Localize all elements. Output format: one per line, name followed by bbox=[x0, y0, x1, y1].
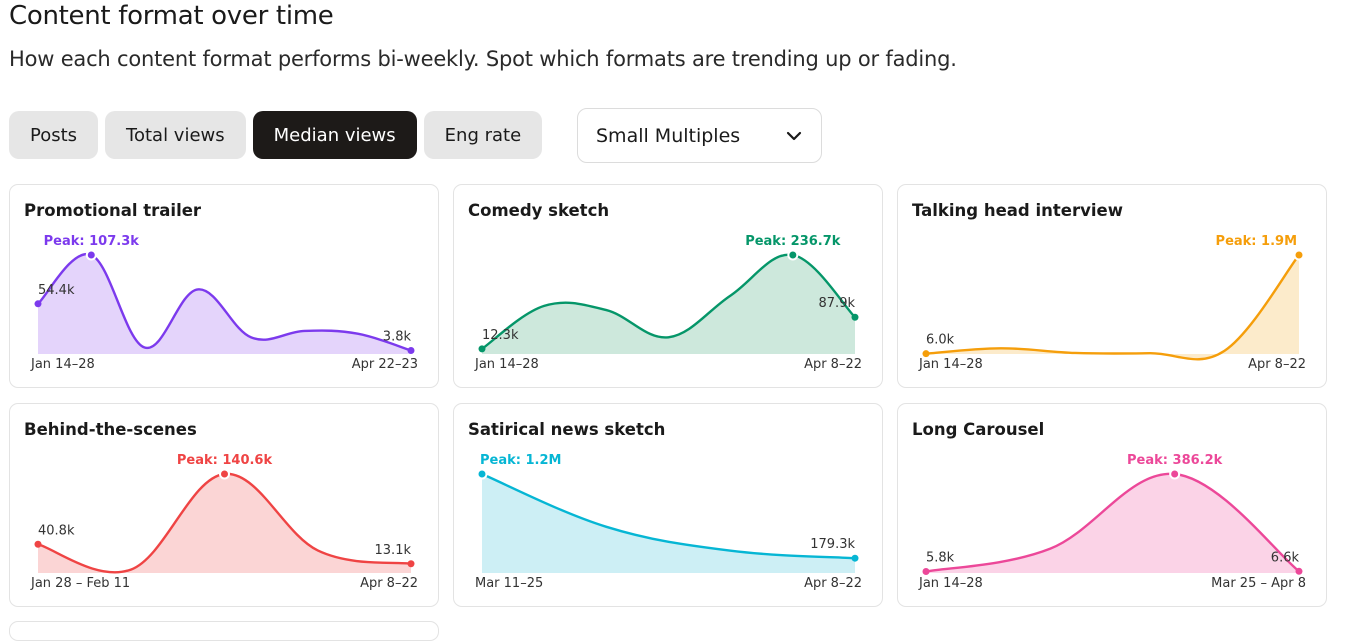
chart-plot: Peak: 107.3k 54.4k 3.8k bbox=[34, 234, 415, 354]
start-value-label: 12.3k bbox=[482, 328, 519, 343]
chart-plot: Peak: 1.2M 179.3k bbox=[476, 453, 859, 573]
chart-title: Comedy sketch bbox=[468, 201, 610, 220]
end-point bbox=[407, 560, 415, 568]
end-value-label: 13.1k bbox=[375, 543, 412, 558]
peak-point bbox=[476, 468, 488, 480]
area-fill bbox=[482, 254, 855, 354]
x-axis-start-label: Jan 14–28 bbox=[919, 357, 983, 372]
end-value-label: 6.6k bbox=[1271, 550, 1300, 565]
view-mode-select[interactable]: Small Multiples bbox=[577, 108, 822, 163]
page-subtitle: How each content format performs bi-week… bbox=[9, 47, 957, 71]
chart-card-satirical-news-sketch: Satirical news sketch Peak: 1.2M 179.3k M… bbox=[453, 403, 883, 607]
x-axis-start-label: Mar 11–25 bbox=[475, 576, 544, 591]
x-axis-start-label: Jan 14–28 bbox=[31, 357, 95, 372]
start-value-label: 5.8k bbox=[926, 551, 955, 566]
x-axis-end-label: Mar 25 – Apr 8 bbox=[1211, 576, 1306, 591]
area-fill bbox=[38, 473, 411, 573]
chart-plot: Peak: 386.2k 5.8k 6.6k bbox=[922, 453, 1303, 576]
end-point bbox=[851, 554, 859, 562]
end-point bbox=[1295, 567, 1303, 575]
start-point bbox=[34, 540, 42, 548]
chart-card-partial bbox=[9, 621, 439, 641]
x-axis-end-label: Apr 8–22 bbox=[804, 576, 862, 591]
area-fill bbox=[38, 254, 411, 354]
x-axis-end-label: Apr 22–23 bbox=[351, 357, 418, 372]
page-title: Content format over time bbox=[9, 1, 334, 31]
peak-point bbox=[219, 468, 230, 480]
x-axis-end-label: Apr 8–22 bbox=[804, 357, 862, 372]
tab-eng-rate[interactable]: Eng rate bbox=[423, 111, 543, 159]
peak-point bbox=[1169, 468, 1181, 480]
series-line bbox=[925, 254, 1300, 361]
start-point bbox=[922, 350, 930, 358]
start-point bbox=[478, 345, 486, 353]
peak-label: Peak: 236.7k bbox=[745, 234, 841, 249]
x-axis-start-label: Jan 14–28 bbox=[919, 576, 983, 591]
peak-label: Peak: 386.2k bbox=[1127, 453, 1223, 468]
start-point bbox=[34, 300, 42, 308]
series-line bbox=[925, 472, 1300, 573]
tab-posts[interactable]: Posts bbox=[9, 111, 99, 159]
peak-label: Peak: 107.3k bbox=[44, 234, 140, 249]
chart-plot: Peak: 1.9M 6.0k bbox=[922, 234, 1305, 361]
peak-label: Peak: 1.9M bbox=[1216, 234, 1297, 249]
area-fill bbox=[926, 473, 1299, 573]
peak-point bbox=[85, 249, 97, 261]
start-point bbox=[922, 568, 930, 576]
chart-plot: Peak: 236.7k 12.3k 87.9k bbox=[478, 234, 859, 354]
tab-total-views[interactable]: Total views bbox=[105, 111, 246, 159]
end-point bbox=[851, 313, 859, 321]
chevron-down-icon bbox=[786, 131, 802, 141]
end-value-label: 179.3k bbox=[810, 537, 855, 552]
tab-median-views[interactable]: Median views bbox=[252, 111, 417, 159]
series-line bbox=[481, 472, 856, 560]
chart-card-promotional-trailer: Promotional trailer Peak: 107.3k 54.4k 3.8… bbox=[9, 184, 439, 388]
x-axis-start-label: Jan 14–28 bbox=[475, 357, 539, 372]
area-fill bbox=[926, 255, 1299, 360]
x-axis-end-label: Apr 8–22 bbox=[1248, 357, 1306, 372]
peak-label: Peak: 1.2M bbox=[480, 453, 561, 468]
peak-point bbox=[787, 249, 799, 261]
chart-card-talking-head-interview: Talking head interview Peak: 1.9M 6.0k Ja… bbox=[897, 184, 1327, 388]
view-mode-value: Small Multiples bbox=[596, 124, 741, 147]
chart-title: Talking head interview bbox=[912, 201, 1123, 220]
chart-title: Satirical news sketch bbox=[468, 420, 666, 439]
area-fill bbox=[482, 474, 855, 573]
start-value-label: 54.4k bbox=[38, 283, 75, 298]
end-point bbox=[407, 346, 415, 354]
chart-card-behind-the-scenes: Behind-the-scenes Peak: 140.6k 40.8k 13.1k… bbox=[9, 403, 439, 607]
start-value-label: 6.0k bbox=[926, 333, 955, 348]
peak-label: Peak: 140.6k bbox=[177, 453, 273, 468]
chart-title: Promotional trailer bbox=[24, 201, 202, 220]
metric-tabs: Posts Total views Median views Eng rate bbox=[9, 111, 543, 159]
peak-point bbox=[1293, 249, 1305, 261]
chart-title: Behind-the-scenes bbox=[24, 420, 197, 439]
x-axis-end-label: Apr 8–22 bbox=[360, 576, 418, 591]
x-axis-start-label: Jan 28 – Feb 11 bbox=[31, 576, 131, 591]
chart-card-long-carousel: Long Carousel Peak: 386.2k 5.8k 6.6k Jan 1… bbox=[897, 403, 1327, 607]
chart-plot: Peak: 140.6k 40.8k 13.1k bbox=[34, 453, 415, 574]
start-value-label: 40.8k bbox=[38, 523, 75, 538]
chart-title: Long Carousel bbox=[912, 420, 1045, 439]
end-value-label: 3.8k bbox=[383, 329, 412, 344]
chart-card-comedy-sketch: Comedy sketch Peak: 236.7k 12.3k 87.9k Jan… bbox=[453, 184, 883, 388]
end-value-label: 87.9k bbox=[819, 296, 856, 311]
